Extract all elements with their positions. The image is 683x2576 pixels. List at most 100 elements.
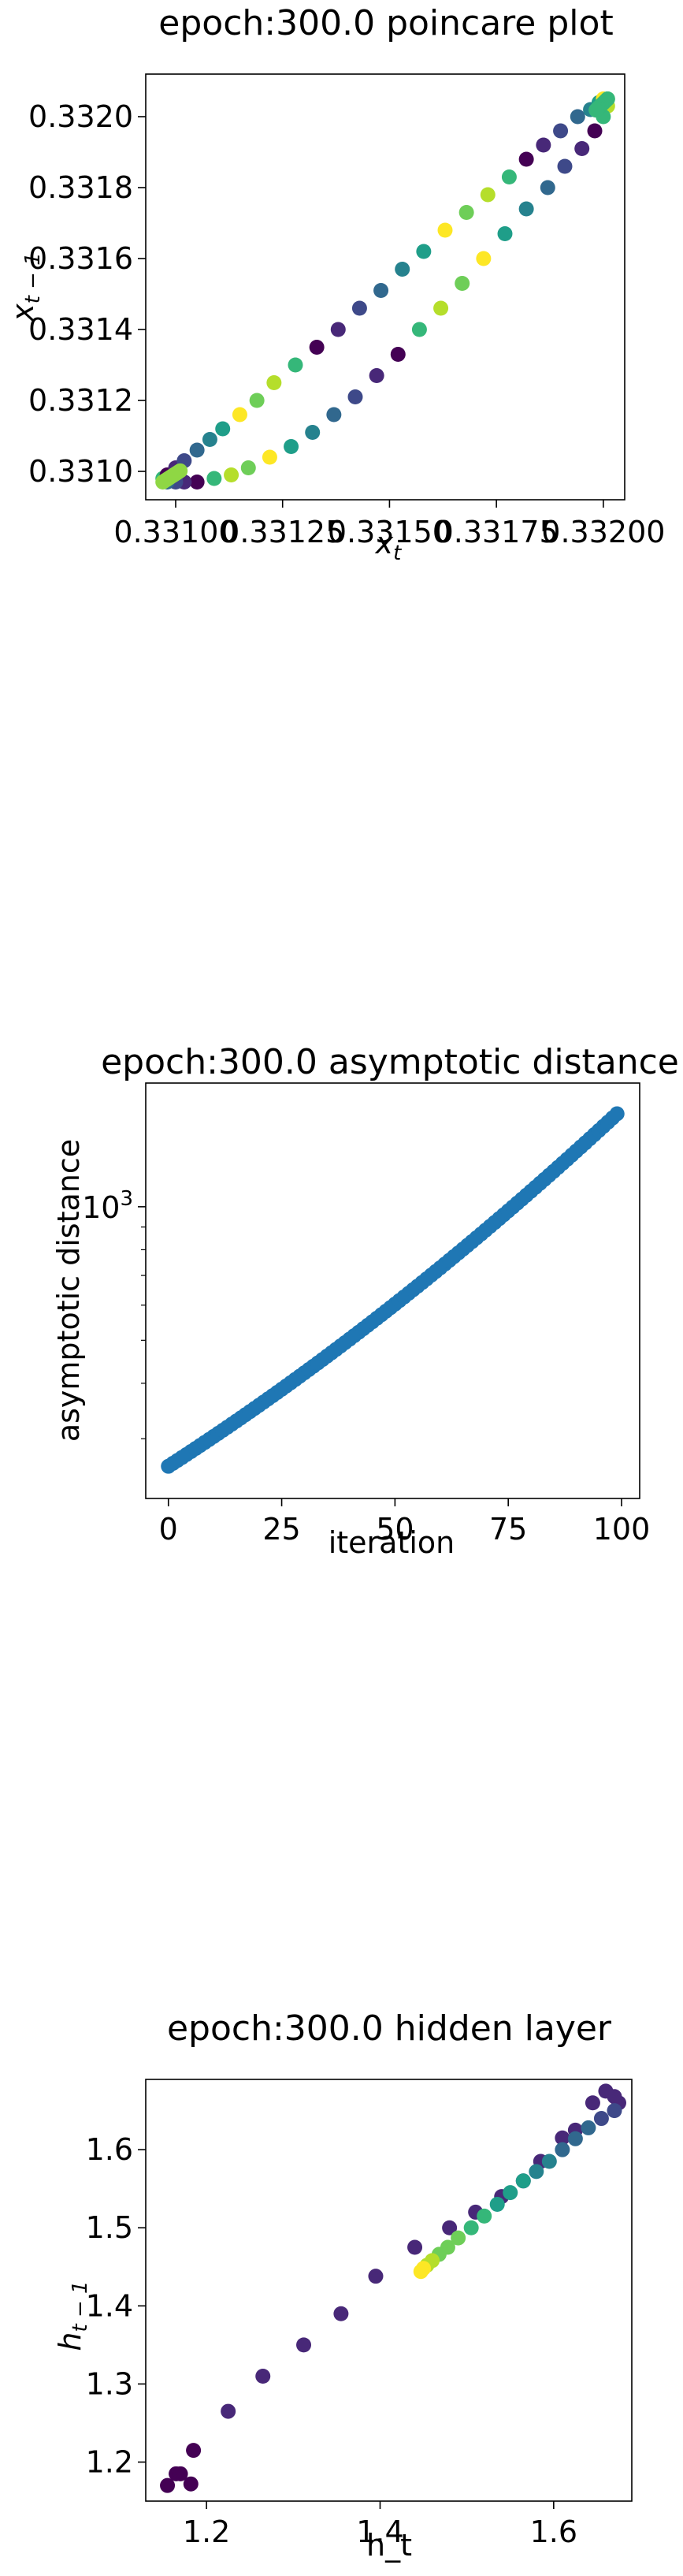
asymptotic-x-tick-label: 25 <box>262 1512 300 1547</box>
asymptotic-chart: epoch:300.0 asymptotic distance 0 25 50 75 1… <box>51 1042 679 1560</box>
asymptotic-chart-title: epoch:300.0 asymptotic distance <box>101 1042 679 1082</box>
hidden-point <box>555 2142 570 2157</box>
hidden-plot-frame <box>145 2079 633 2502</box>
poincare-point <box>224 467 239 482</box>
asymptotic-x-tick-label: 100 <box>593 1512 651 1547</box>
hidden-y-tick-label: 1.2 <box>86 2444 133 2479</box>
poincare-point <box>518 201 534 217</box>
poincare-chart: epoch:300.0 poincare plot 0.331000.33125… <box>6 3 665 565</box>
poincare-x-label: xt <box>375 526 403 565</box>
hidden-x-ticks: 1.2 1.4 1.6 <box>183 2501 577 2549</box>
asymptotic-x-tick-label: 50 <box>376 1512 414 1547</box>
poincare-point <box>557 158 573 174</box>
poincare-y-tick-label: 0.3316 <box>28 241 133 276</box>
hidden-point <box>173 2466 188 2481</box>
hidden-y-label-sub: t − 1 <box>69 2280 92 2332</box>
poincare-point <box>266 375 282 390</box>
hidden-points <box>160 2083 626 2493</box>
poincare-point <box>395 262 410 277</box>
hidden-point <box>183 2476 199 2492</box>
poincare-point <box>173 463 188 478</box>
hidden-y-tick-label: 1.3 <box>86 2366 133 2401</box>
poincare-point <box>480 187 496 203</box>
hidden-y-tick-label: 1.4 <box>86 2288 133 2323</box>
poincare-y-tick-label: 0.3314 <box>28 312 133 347</box>
poincare-point <box>309 340 325 355</box>
asymptotic-y-major-tick-label: 103 <box>82 1187 133 1225</box>
poincare-x-label-main: x <box>375 526 394 560</box>
poincare-y-tick-label: 0.3320 <box>28 99 133 134</box>
asymptotic-x-tick-label: 0 <box>159 1512 178 1547</box>
hidden-point <box>407 2239 423 2255</box>
hidden-point <box>593 2111 609 2127</box>
asymptotic-y-tick-exp: 3 <box>120 1187 133 1211</box>
poincare-point <box>518 151 534 167</box>
poincare-point <box>215 421 231 437</box>
poincare-y-tick-label: 0.3310 <box>28 454 133 489</box>
hidden-point <box>567 2131 583 2146</box>
poincare-x-tick-label: 0.33175 <box>435 515 559 549</box>
hidden-x-tick-label: 1.2 <box>183 2515 230 2549</box>
poincare-point <box>189 475 205 490</box>
asymptotic-x-ticks: 0 25 50 75 100 <box>159 1498 651 1547</box>
hidden-point <box>463 2220 479 2235</box>
poincare-y-label: xt − 1 <box>6 252 45 322</box>
hidden-point <box>477 2208 492 2224</box>
poincare-point <box>458 205 474 220</box>
hidden-point <box>160 2477 176 2493</box>
hidden-point <box>529 2164 544 2180</box>
poincare-point <box>570 109 585 125</box>
hidden-point <box>442 2220 458 2235</box>
hidden-point <box>489 2197 505 2213</box>
asymptotic-y-label: asymptotic distance <box>51 1139 86 1442</box>
poincare-point <box>455 276 470 291</box>
poincare-point <box>369 368 384 383</box>
asymptotic-point <box>609 1106 625 1122</box>
poincare-point <box>288 357 303 373</box>
poincare-x-tick-label: 0.33100 <box>113 515 237 549</box>
poincare-point <box>476 251 492 266</box>
poincare-point <box>411 322 427 337</box>
poincare-x-label-sub: t <box>393 542 402 565</box>
hidden-y-ticks: 1.2 1.3 1.4 1.5 1.6 <box>86 2132 146 2479</box>
poincare-point <box>206 471 222 486</box>
hidden-point <box>413 2264 429 2280</box>
poincare-y-tick-label: 0.3318 <box>28 170 133 205</box>
poincare-point <box>330 322 346 337</box>
asymptotic-y-tick-base: 10 <box>82 1190 120 1225</box>
hidden-point <box>555 2130 570 2146</box>
asymptotic-x-label: iteration <box>329 1525 455 1560</box>
poincare-point <box>587 123 603 139</box>
poincare-point <box>240 460 256 475</box>
hidden-y-tick-label: 1.5 <box>86 2210 133 2245</box>
poincare-point <box>202 432 217 447</box>
poincare-point <box>416 244 432 259</box>
poincare-point <box>433 300 449 316</box>
hidden-x-tick-label: 1.4 <box>356 2515 403 2549</box>
poincare-point <box>553 123 569 139</box>
asymptotic-points <box>161 1106 625 1474</box>
hidden-x-label: h_t <box>366 2528 412 2563</box>
hidden-point <box>515 2173 531 2189</box>
poincare-point <box>536 137 551 153</box>
hidden-y-tick-label: 1.6 <box>86 2132 133 2167</box>
asymptotic-plot-frame <box>145 1082 640 1499</box>
hidden-point <box>186 2443 202 2459</box>
poincare-point <box>497 226 513 241</box>
poincare-chart-title: epoch:300.0 poincare plot <box>158 3 613 43</box>
poincare-point <box>262 449 277 465</box>
poincare-x-tick-label: 0.33125 <box>221 515 344 549</box>
hidden-y-label: ht − 1 <box>53 2280 92 2351</box>
hidden-y-label-main: h <box>53 2332 87 2351</box>
hidden-point <box>607 2103 622 2119</box>
hidden-point <box>333 2306 349 2321</box>
poincare-point <box>249 393 265 408</box>
poincare-point <box>437 222 453 238</box>
hidden-chart-title: epoch:300.0 hidden layer <box>167 2008 612 2049</box>
poincare-plot-frame <box>145 73 625 501</box>
hidden-point <box>296 2337 312 2353</box>
poincare-point <box>232 407 247 423</box>
poincare-point <box>373 283 389 298</box>
hidden-chart: epoch:300.0 hidden layer 1.2 1.4 1.6 1.21.… <box>53 2008 633 2563</box>
